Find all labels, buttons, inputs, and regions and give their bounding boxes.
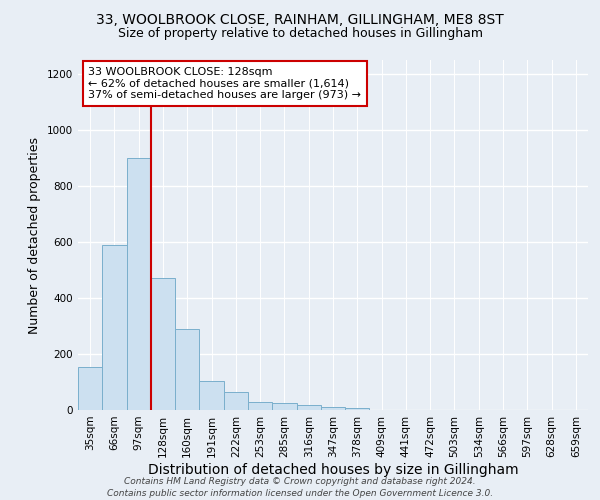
Y-axis label: Number of detached properties: Number of detached properties xyxy=(28,136,41,334)
Bar xyxy=(272,403,296,410)
Text: Size of property relative to detached houses in Gillingham: Size of property relative to detached ho… xyxy=(118,28,482,40)
Text: 33, WOOLBROOK CLOSE, RAINHAM, GILLINGHAM, ME8 8ST: 33, WOOLBROOK CLOSE, RAINHAM, GILLINGHAM… xyxy=(96,12,504,26)
Bar xyxy=(175,329,199,410)
Bar xyxy=(151,278,175,410)
Bar xyxy=(78,366,102,410)
Text: 33 WOOLBROOK CLOSE: 128sqm
← 62% of detached houses are smaller (1,614)
37% of s: 33 WOOLBROOK CLOSE: 128sqm ← 62% of deta… xyxy=(88,67,361,100)
Bar xyxy=(345,408,370,410)
Bar xyxy=(321,406,345,410)
Text: Contains HM Land Registry data © Crown copyright and database right 2024.
Contai: Contains HM Land Registry data © Crown c… xyxy=(107,476,493,498)
Bar xyxy=(296,405,321,410)
Bar xyxy=(224,392,248,410)
Bar xyxy=(127,158,151,410)
X-axis label: Distribution of detached houses by size in Gillingham: Distribution of detached houses by size … xyxy=(148,462,518,476)
Bar xyxy=(199,380,224,410)
Bar xyxy=(102,245,127,410)
Bar xyxy=(248,402,272,410)
